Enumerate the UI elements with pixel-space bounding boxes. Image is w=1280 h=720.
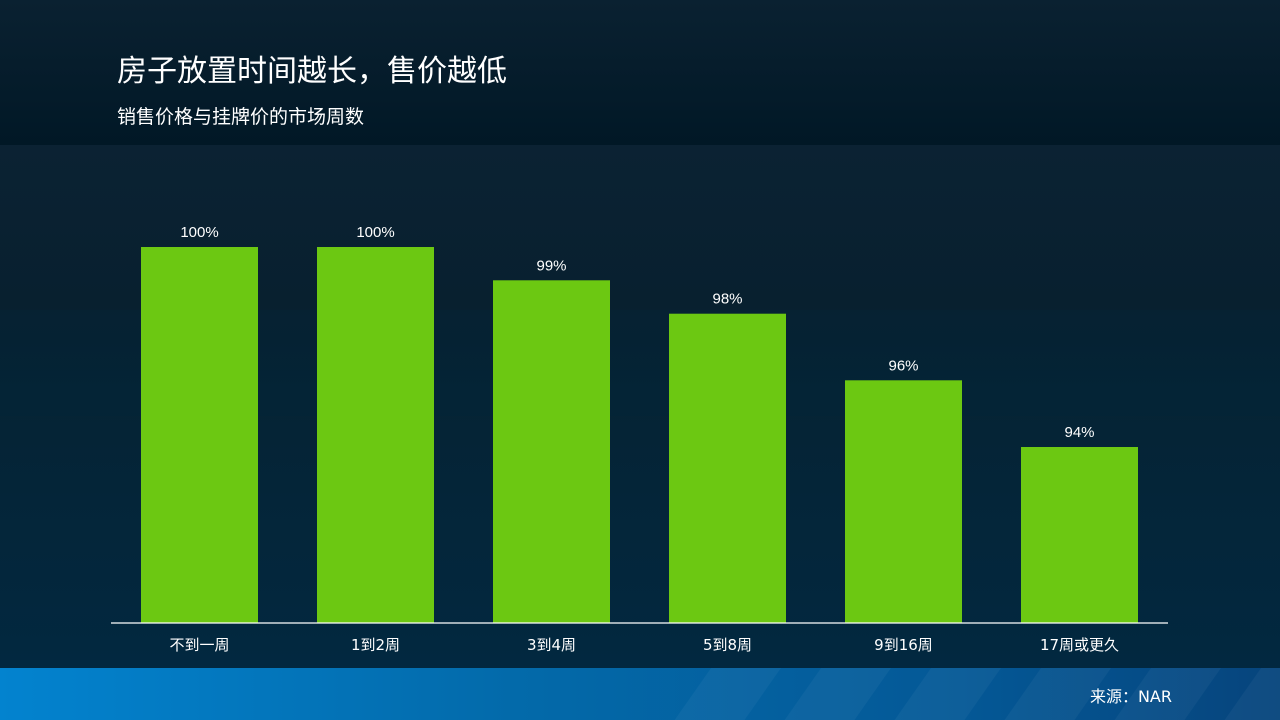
slide-subtitle: 销售价格与挂牌价的市场周数 — [117, 106, 365, 128]
bar-value-label: 98% — [712, 291, 742, 308]
footer-band — [0, 668, 1280, 720]
bar — [669, 313, 786, 623]
x-tick-label: 9到16周 — [874, 636, 933, 654]
slide-title: 房子放置时间越长，售价越低 — [117, 54, 507, 89]
x-tick-label: 17周或更久 — [1040, 636, 1119, 654]
x-tick-labels-layer: 不到一周 1到2周 3到4周 5到8周 9到16周 17周或更久 — [169, 636, 1119, 654]
bar-value-label: 100% — [180, 224, 218, 241]
header-band — [0, 0, 1280, 145]
bar — [141, 247, 258, 623]
x-tick-label: 不到一周 — [169, 636, 229, 654]
bars-layer — [141, 247, 1138, 623]
x-tick-label: 1到2周 — [351, 636, 400, 654]
bar-value-label: 100% — [356, 224, 394, 241]
bar-value-label: 96% — [888, 357, 918, 374]
bar-value-label: 94% — [1064, 424, 1094, 441]
source-note: 来源：NAR — [1089, 687, 1172, 706]
bar — [1021, 447, 1138, 623]
x-tick-label: 5到8周 — [703, 636, 752, 654]
x-tick-label: 3到4周 — [527, 636, 576, 654]
bar-value-label: 99% — [536, 257, 566, 274]
bar — [493, 280, 610, 623]
bar — [317, 247, 434, 623]
value-labels-layer: 100% 100% 99% 98% 96% 94% — [180, 224, 1094, 441]
bar — [845, 380, 962, 623]
